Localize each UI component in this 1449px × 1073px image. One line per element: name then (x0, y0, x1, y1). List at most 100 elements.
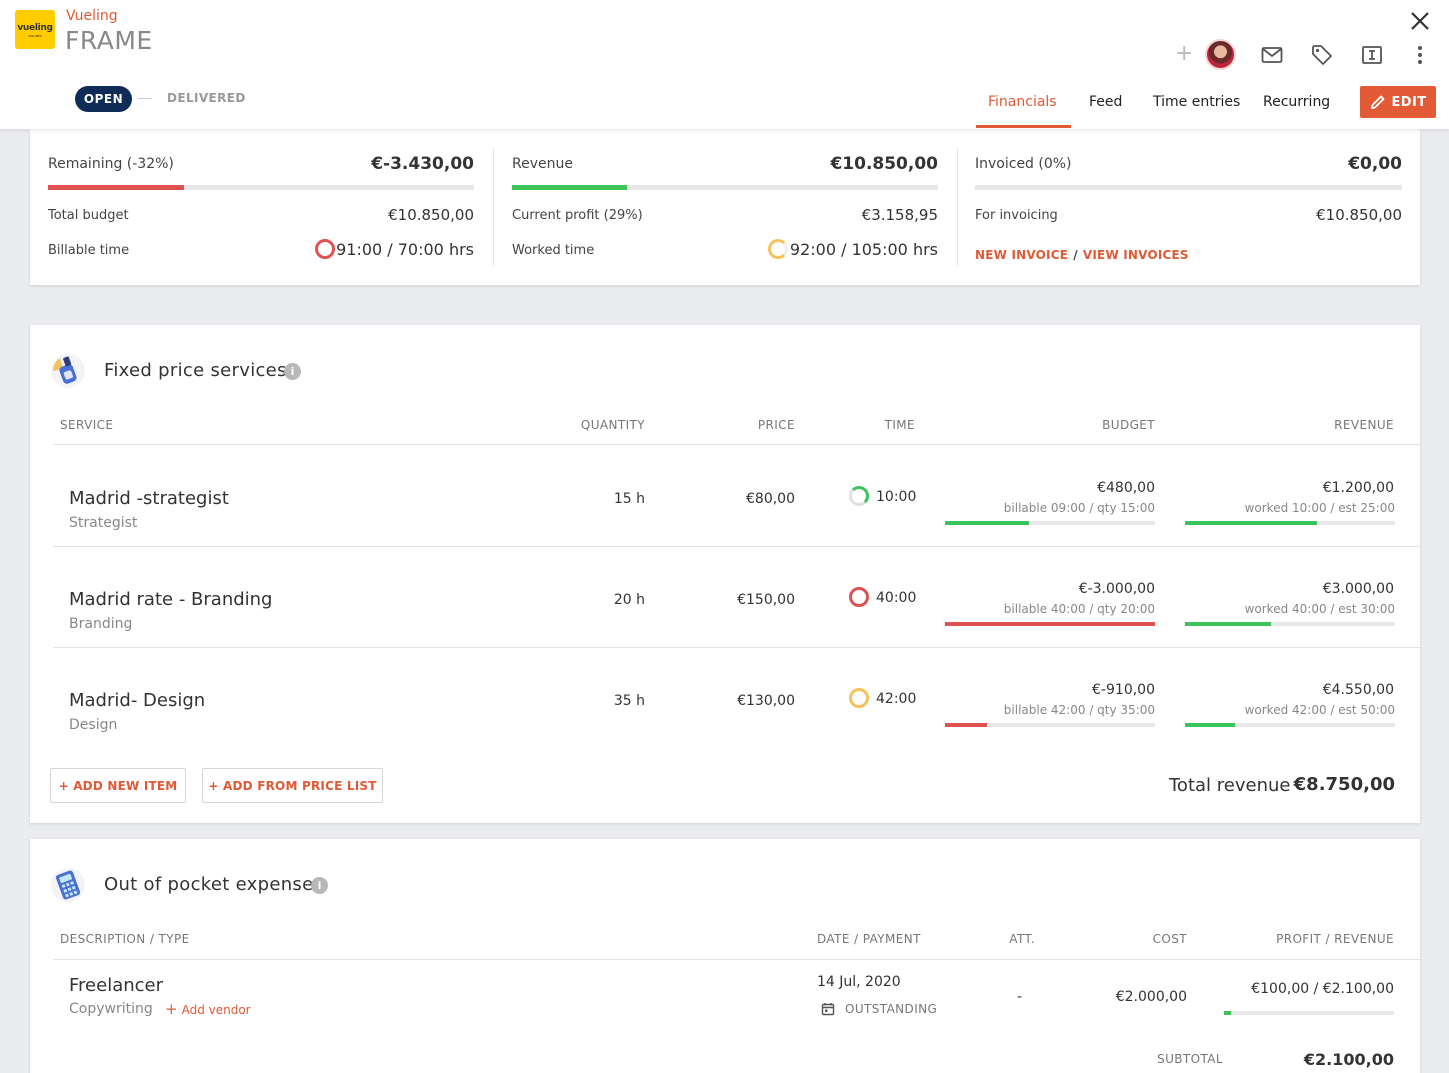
budget-bar (945, 723, 1155, 727)
service-quantity: 20 h (613, 592, 645, 608)
budget-bar (945, 622, 1155, 626)
total-revenue-label: Total revenue (1169, 775, 1291, 796)
budget-bar (945, 521, 1155, 525)
service-name[interactable]: Madrid- Design (69, 690, 206, 711)
calculator-icon (51, 868, 85, 902)
client-logo: vueling AIRLINES (15, 10, 55, 49)
close-icon[interactable] (1409, 10, 1431, 32)
status-open-pill[interactable]: OPEN (75, 86, 132, 112)
project-title: FRAME (65, 26, 153, 55)
view-invoices-link[interactable]: VIEW INVOICES (1082, 248, 1189, 262)
revenue-bar (1185, 622, 1395, 626)
revenue-bar-fill (512, 185, 628, 190)
fixed-price-services-card: Fixed price services i SERVICE QUANTITY … (30, 325, 1420, 823)
service-price: €150,00 (737, 592, 795, 608)
invoiced-label: Invoiced (0%) (975, 156, 1072, 172)
service-type: Design (69, 717, 118, 733)
time-progress-ring (849, 486, 869, 506)
tag-icon[interactable] (1310, 43, 1334, 67)
expense-name[interactable]: Freelancer (69, 975, 164, 996)
info-icon[interactable]: i (284, 363, 301, 380)
service-budget-detail: billable 42:00 / qty 35:00 (1003, 703, 1155, 717)
subtotal-label: SUBTOTAL (1157, 1052, 1223, 1066)
remaining-bar-fill (48, 185, 185, 190)
col-quantity[interactable]: QUANTITY (580, 418, 645, 432)
revenue-value: €10.850,00 (830, 154, 938, 174)
new-invoice-link[interactable]: NEW INVOICE (975, 248, 1069, 262)
col-att[interactable]: ATT. (1009, 932, 1035, 946)
col-price[interactable]: PRICE (757, 418, 795, 432)
service-name[interactable]: Madrid -strategist (69, 488, 229, 509)
edit-button[interactable]: EDIT (1360, 86, 1436, 118)
active-tab-indicator (976, 125, 1071, 128)
revenue-bar (1185, 723, 1395, 727)
more-vertical-icon[interactable] (1408, 43, 1432, 67)
status-delivered[interactable]: DELIVERED (167, 91, 246, 105)
project-header: vueling AIRLINES Vueling FRAME OPEN DELI… (0, 0, 1449, 129)
budget-bar-fill (945, 622, 1155, 626)
time-progress-ring (849, 587, 869, 607)
expenses-card: Out of pocket expenses i DESCRIPTION / T… (30, 839, 1420, 1073)
add-vendor-link[interactable]: + Add vendor (165, 1000, 251, 1018)
billable-time-ring (315, 239, 335, 259)
budget-bar-fill (945, 521, 1029, 525)
service-quantity: 15 h (613, 491, 645, 507)
invoiced-value: €0,00 (1348, 154, 1402, 174)
revenue-bar (512, 185, 938, 190)
revenue-bar (1185, 521, 1395, 525)
payment-status[interactable]: OUTSTANDING (845, 1002, 938, 1016)
expense-profit-bar (1224, 1011, 1394, 1015)
add-new-item-button[interactable]: + ADD NEW ITEM (50, 768, 186, 803)
service-budget: €-910,00 (1092, 682, 1155, 698)
calendar-icon[interactable] (821, 1002, 835, 1016)
expense-profit-bar-fill (1224, 1011, 1231, 1015)
service-revenue-detail: worked 40:00 / est 30:00 (1244, 602, 1395, 616)
status-divider (138, 98, 152, 99)
total-revenue-value: €8.750,00 (1293, 774, 1395, 795)
info-icon[interactable]: i (311, 877, 328, 894)
revenue-bar-fill (1185, 723, 1236, 727)
add-from-price-list-button[interactable]: + ADD FROM PRICE LIST (202, 768, 383, 803)
remaining-label: Remaining (-32%) (48, 156, 174, 172)
revenue-bar-fill (1185, 622, 1272, 626)
client-name[interactable]: Vueling (66, 8, 118, 24)
service-time: 10:00 (876, 489, 917, 505)
mail-icon[interactable] (1260, 43, 1284, 67)
service-type: Branding (69, 616, 133, 632)
billable-time-label: Billable time (48, 243, 130, 258)
service-revenue-detail: worked 10:00 / est 25:00 (1244, 501, 1395, 515)
id-card-icon[interactable] (1360, 43, 1384, 67)
tab-recurring[interactable]: Recurring (1263, 94, 1331, 110)
total-budget-value: €10.850,00 (388, 206, 474, 224)
col-revenue[interactable]: REVENUE (1334, 418, 1394, 432)
tab-time-entries[interactable]: Time entries (1153, 94, 1241, 110)
col-description[interactable]: DESCRIPTION / TYPE (60, 932, 190, 946)
service-revenue: €1.200,00 (1322, 480, 1394, 496)
expense-type: Copywriting (69, 1001, 153, 1017)
tab-financials[interactable]: Financials (988, 94, 1057, 110)
col-date-payment[interactable]: DATE / PAYMENT (817, 932, 921, 946)
subtotal-value: €2.100,00 (1303, 1050, 1394, 1069)
remaining-bar (48, 185, 474, 190)
col-cost[interactable]: COST (1152, 932, 1187, 946)
revenue-bar-fill (1185, 521, 1318, 525)
expense-date: 14 Jul, 2020 (817, 974, 901, 990)
row-divider (53, 647, 1420, 648)
col-service[interactable]: SERVICE (60, 418, 114, 432)
table-divider (53, 444, 1420, 445)
billable-time-value: 91:00 / 70:00 hrs (336, 240, 474, 259)
tab-feed[interactable]: Feed (1089, 94, 1123, 110)
col-profit-revenue[interactable]: PROFIT / REVENUE (1276, 932, 1394, 946)
expense-attachment[interactable]: - (1017, 989, 1023, 1005)
plus-icon: + (165, 1000, 178, 1018)
service-name[interactable]: Madrid rate - Branding (69, 589, 273, 610)
service-budget: €-3.000,00 (1078, 581, 1155, 597)
col-time[interactable]: TIME (884, 418, 915, 432)
revenue-label: Revenue (512, 156, 573, 172)
avatar[interactable] (1205, 39, 1236, 70)
budget-bar-fill (945, 723, 987, 727)
service-budget: €480,00 (1097, 480, 1155, 496)
add-icon[interactable]: + (1175, 41, 1194, 66)
current-profit-value: €3.158,95 (861, 206, 938, 224)
col-budget[interactable]: BUDGET (1102, 418, 1155, 432)
